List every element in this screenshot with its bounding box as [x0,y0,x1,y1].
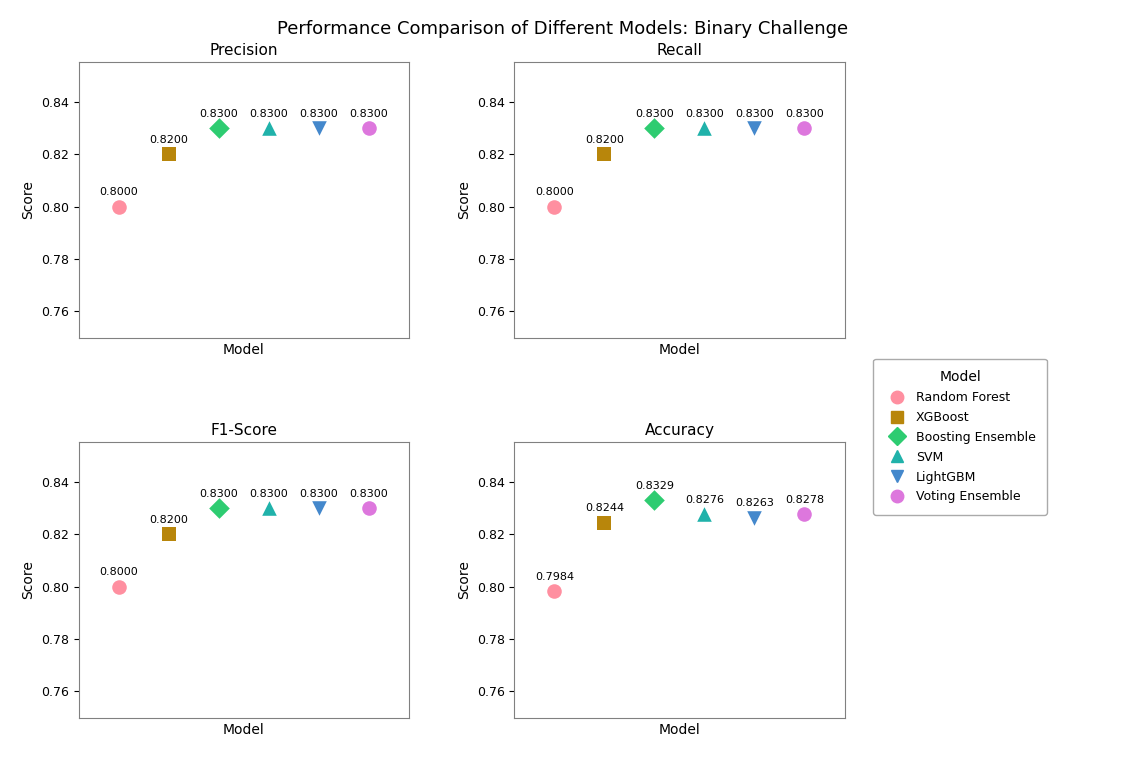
Text: 0.8278: 0.8278 [785,495,824,505]
Text: 0.8200: 0.8200 [586,135,624,145]
Text: 0.8200: 0.8200 [150,515,188,525]
Point [260,502,278,514]
Title: Recall: Recall [656,44,703,58]
Text: 0.8276: 0.8276 [685,495,724,505]
Text: 0.8000: 0.8000 [535,187,574,197]
Text: 0.7984: 0.7984 [535,572,574,582]
Point [545,200,563,213]
Point [696,508,714,520]
Point [795,507,813,519]
Point [596,148,614,161]
Point [310,122,328,134]
Text: 0.8300: 0.8300 [349,489,388,498]
X-axis label: Model: Model [223,723,265,737]
Point [645,122,663,134]
Text: 0.8300: 0.8300 [300,109,338,119]
Y-axis label: Score: Score [21,181,36,219]
Title: Accuracy: Accuracy [644,424,715,438]
Point [209,122,227,134]
Point [310,502,328,514]
Text: 0.8244: 0.8244 [584,503,624,513]
Text: 0.8300: 0.8300 [300,489,338,498]
Y-axis label: Score: Score [457,181,471,219]
Text: 0.8200: 0.8200 [150,135,188,145]
Y-axis label: Score: Score [457,561,471,599]
Y-axis label: Score: Score [21,561,36,599]
Text: 0.8263: 0.8263 [735,498,774,509]
Point [596,516,614,529]
Point [795,122,813,134]
Point [160,148,178,161]
Point [360,122,378,134]
Point [696,122,714,134]
Text: 0.8300: 0.8300 [735,109,774,119]
Text: 0.8000: 0.8000 [99,187,138,197]
Point [645,494,663,506]
Point [160,528,178,541]
Text: 0.8000: 0.8000 [99,567,138,577]
Text: 0.8300: 0.8300 [349,109,388,119]
Text: 0.8300: 0.8300 [250,109,288,119]
Point [745,122,763,134]
Point [110,200,128,213]
Text: 0.8300: 0.8300 [685,109,724,119]
Text: 0.8300: 0.8300 [635,109,673,119]
X-axis label: Model: Model [659,723,700,737]
Point [360,502,378,514]
Text: 0.8300: 0.8300 [250,489,288,498]
X-axis label: Model: Model [659,343,700,357]
Title: Precision: Precision [209,44,278,58]
Point [209,502,227,514]
Legend: Random Forest, XGBoost, Boosting Ensemble, SVM, LightGBM, Voting Ensemble: Random Forest, XGBoost, Boosting Ensembl… [874,359,1047,515]
X-axis label: Model: Model [223,343,265,357]
Text: 0.8300: 0.8300 [199,489,239,498]
Text: Performance Comparison of Different Models: Binary Challenge: Performance Comparison of Different Mode… [277,20,849,37]
Point [745,512,763,524]
Point [260,122,278,134]
Point [545,584,563,597]
Point [110,580,128,593]
Text: 0.8300: 0.8300 [199,109,239,119]
Title: F1-Score: F1-Score [211,424,277,438]
Text: 0.8300: 0.8300 [785,109,824,119]
Text: 0.8329: 0.8329 [635,481,674,491]
